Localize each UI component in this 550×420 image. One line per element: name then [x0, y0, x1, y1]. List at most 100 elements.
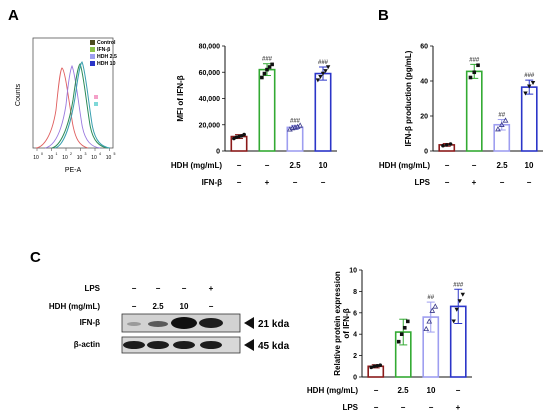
arrow-icon-actin — [244, 339, 254, 351]
condition-value: − — [445, 161, 450, 170]
arrow-icon-ifn — [244, 317, 254, 329]
data-point — [396, 339, 401, 344]
condition-value: 2.5 — [496, 161, 508, 170]
flow-legend-swatch — [90, 47, 95, 52]
data-point — [320, 71, 326, 76]
condition-value: − — [374, 403, 379, 412]
band-ifn-1 — [127, 322, 141, 326]
condition-value: − — [265, 161, 270, 170]
condition-value: 10 — [427, 386, 436, 395]
data-point — [498, 121, 505, 127]
band-actin-3 — [173, 341, 195, 349]
y-tick-label: 8 — [353, 289, 357, 296]
condition-value: − — [500, 178, 505, 187]
western-hdh-label: HDH (mg/mL) — [49, 302, 100, 311]
flow-tick-exponent: 4 — [99, 152, 101, 156]
condition-value: + — [265, 178, 270, 187]
y-axis-label: Relative protein expression — [333, 271, 342, 376]
y-axis-label: IFN-β production (pg/mL) — [404, 50, 413, 146]
y-tick-label: 40,000 — [199, 96, 221, 103]
data-point — [260, 75, 264, 80]
flow-tick-label: 10 — [33, 155, 39, 161]
significance-label: ### — [524, 73, 535, 79]
data-point — [402, 325, 407, 330]
data-point — [318, 75, 323, 80]
condition-value: − — [456, 386, 461, 395]
data-point — [530, 80, 536, 85]
significance-label: ## — [498, 113, 505, 119]
western-size-1: 21 kda — [258, 319, 290, 330]
condition-value: − — [237, 161, 242, 170]
y-tick-label: 0 — [353, 375, 357, 382]
data-point — [468, 75, 473, 80]
flow-tick-label: 10 — [106, 155, 112, 161]
y-tick-label: 20 — [420, 114, 428, 121]
chart-a: 0 20,000 40,000 60,000 80,000 MFI of IFN-β ###… — [176, 44, 337, 156]
condition-value: − — [445, 178, 450, 187]
significance-label: ## — [427, 295, 434, 301]
condition-label: IFN-β — [202, 178, 223, 187]
condition-value: − — [374, 386, 379, 395]
flow-curves — [35, 61, 111, 149]
flow-marker-pink — [94, 95, 98, 99]
condition-label: LPS — [342, 403, 358, 412]
condition-value: + — [456, 403, 461, 412]
condition-value: − — [237, 178, 242, 187]
data-point — [444, 143, 449, 147]
flow-tick-exponent: 5 — [114, 152, 116, 156]
flow-legend-label: HDH 2.5 — [97, 54, 117, 60]
y-tick-label: 60,000 — [199, 70, 221, 77]
condition-label: LPS — [414, 178, 430, 187]
data-point — [495, 126, 501, 132]
data-point — [262, 71, 267, 76]
data-point — [476, 63, 480, 68]
significance-label: ### — [318, 60, 329, 66]
y-tick-label: 2 — [353, 353, 357, 360]
significance-label: ### — [469, 57, 480, 63]
flow-legend-swatch — [90, 54, 95, 59]
data-point — [426, 318, 433, 324]
data-point — [270, 62, 274, 67]
flow-x-label: PE-A — [65, 167, 82, 174]
data-point — [372, 364, 377, 369]
conditions-a: HDH (mg/mL) − − 2.5 10 IFN-β − + − − — [171, 161, 328, 187]
y-tick-label: 0 — [216, 149, 220, 156]
flow-legend-swatch — [90, 61, 95, 66]
band-ifn-3 — [171, 317, 197, 329]
western-conditions: − − − + − 2.5 10 − — [132, 284, 214, 311]
flow-tick-label: 10 — [77, 155, 83, 161]
condition-value: − — [472, 161, 477, 170]
condition-value: − — [401, 403, 406, 412]
flow-tick-exponent: 1 — [56, 152, 58, 156]
data-point — [448, 142, 453, 146]
condition-value: 2.5 — [397, 386, 409, 395]
y-tick-label: 40 — [420, 79, 428, 86]
flow-y-label: Counts — [15, 83, 22, 106]
y-tick-label: 20,000 — [199, 122, 221, 129]
condition-value: − — [429, 403, 434, 412]
condition-value: − — [527, 178, 532, 187]
y-tick-label: 4 — [353, 332, 357, 339]
conditions-b: HDH (mg/mL) − − 2.5 10 LPS − + − − — [379, 161, 534, 187]
flow-tick-exponent: 2 — [70, 152, 72, 156]
condition-value: 10 — [525, 161, 534, 170]
y-tick-label: 0 — [424, 149, 428, 156]
band-ifn-2 — [148, 321, 168, 327]
western-lps-value: − — [132, 284, 137, 293]
condition-value: 2.5 — [289, 161, 301, 170]
y-tick-label: 60 — [420, 44, 428, 51]
panel-label-b: B — [378, 7, 389, 24]
bar — [520, 86, 538, 152]
band-actin-4 — [200, 341, 222, 349]
data-point — [429, 307, 436, 313]
flow-tick-exponent: 3 — [85, 152, 87, 156]
condition-label: HDH (mg/mL) — [307, 386, 358, 395]
condition-value: + — [472, 178, 477, 187]
band-ifn-4 — [199, 318, 223, 328]
western-hdh-value: 2.5 — [152, 302, 164, 311]
condition-value: − — [293, 178, 298, 187]
significance-label: ### — [453, 282, 464, 288]
flow-legend-label: Control — [97, 40, 116, 46]
